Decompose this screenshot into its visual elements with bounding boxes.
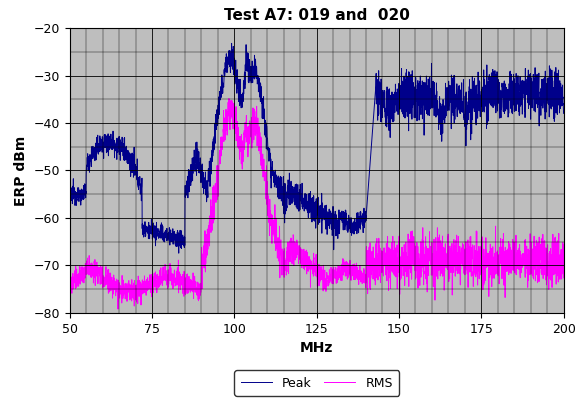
RMS [152,282,159,287]
Peak [175,251,182,255]
Peak [551,85,558,90]
Peak [123,157,130,162]
RMS [114,307,121,312]
Title: Test A7: 019 and  020: Test A7: 019 and 020 [224,8,410,23]
RMS [560,275,567,280]
X-axis label: MHz: MHz [300,341,333,355]
Line: RMS: RMS [70,99,564,309]
Peak [560,111,567,116]
Peak [152,235,159,240]
Peak [66,193,73,198]
RMS [497,261,504,265]
RMS [123,294,130,298]
RMS [277,237,284,242]
RMS [551,249,558,254]
Peak [497,115,504,120]
RMS [66,275,73,280]
Peak [256,78,263,83]
Y-axis label: ERP dBm: ERP dBm [14,135,28,206]
RMS [256,125,263,130]
Line: Peak: Peak [70,43,564,253]
Legend: Peak, RMS: Peak, RMS [234,370,399,396]
RMS [225,96,232,101]
Peak [277,192,284,197]
Peak [228,41,235,46]
